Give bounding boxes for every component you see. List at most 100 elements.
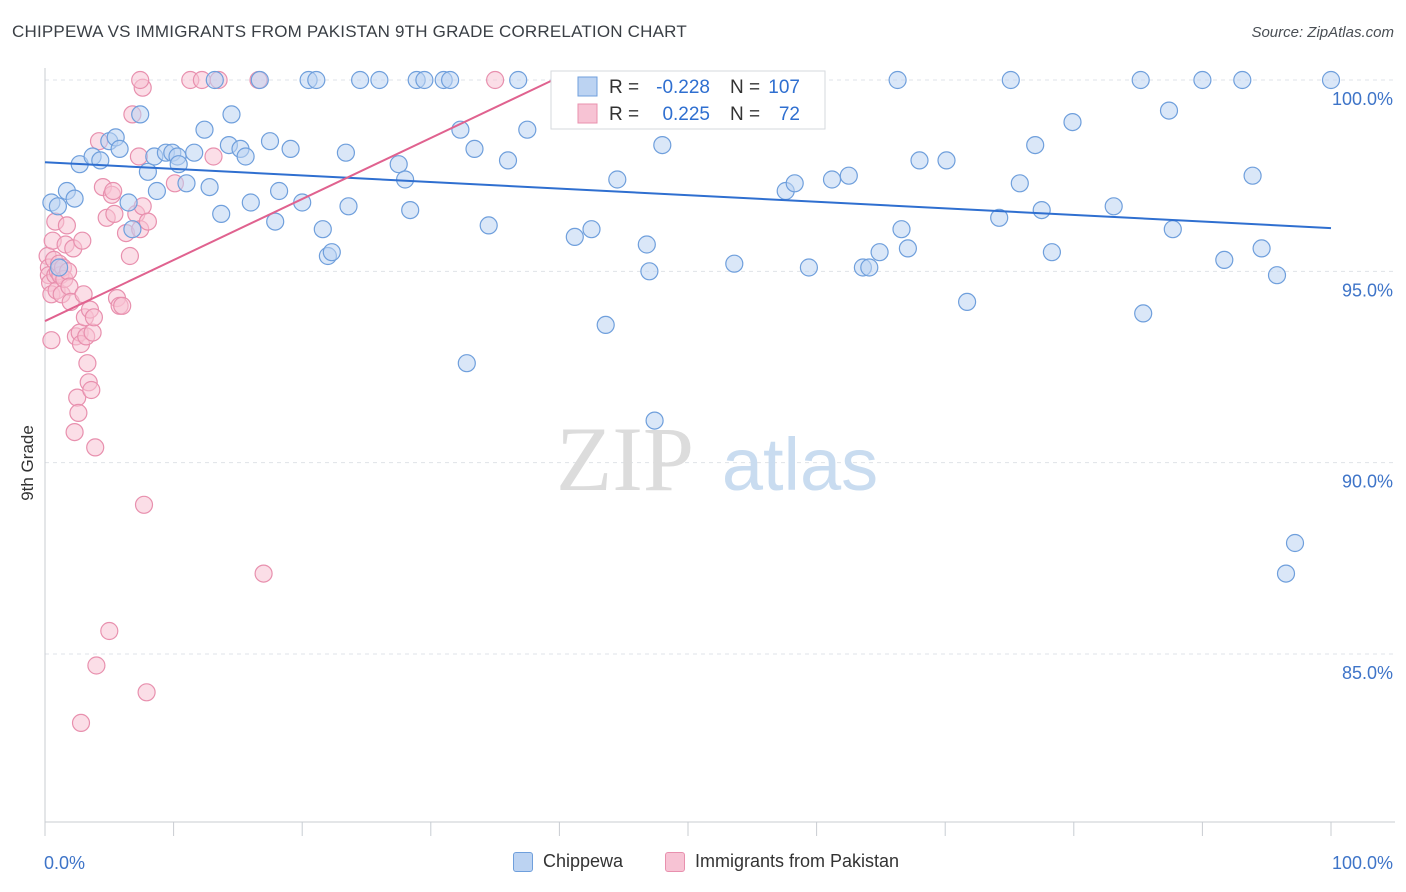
data-point [479, 216, 498, 235]
bottom-legend: Chippewa Immigrants from Pakistan [0, 851, 1406, 879]
data-point [212, 204, 231, 223]
data-point [518, 120, 537, 139]
data-point [990, 208, 1009, 227]
data-point [389, 155, 408, 174]
data-point [937, 151, 956, 170]
data-point [105, 204, 124, 223]
data-point [1010, 174, 1029, 193]
series-pakistan-points [38, 70, 505, 733]
data-point [270, 181, 289, 201]
data-point [120, 246, 139, 266]
y-tick-label: 100.0% [1332, 89, 1393, 109]
x-tick-label-min: 0.0% [44, 853, 85, 873]
data-point [725, 254, 744, 273]
data-point [138, 212, 157, 231]
data-point [86, 438, 105, 457]
data-point [822, 170, 842, 189]
legend-swatch-pakistan [665, 851, 685, 872]
data-point [57, 216, 77, 235]
data-point [370, 70, 389, 90]
data-point [582, 220, 601, 239]
series-chippewa-points [42, 70, 1341, 583]
data-point [1276, 564, 1296, 583]
data-point [1321, 70, 1341, 90]
data-point [241, 193, 260, 212]
data-point [465, 139, 484, 158]
grid-lines [45, 79, 1395, 655]
data-point [888, 70, 907, 90]
data-point [892, 220, 911, 239]
data-point [498, 151, 518, 170]
legend-label-chippewa: Chippewa [543, 851, 624, 871]
data-point [205, 70, 224, 90]
trend-line-pakistan [44, 79, 554, 322]
data-point [113, 296, 132, 315]
data-point [1032, 201, 1051, 220]
data-point [87, 656, 106, 675]
data-point [131, 70, 150, 90]
data-point [415, 70, 434, 90]
data-point [200, 178, 219, 197]
legend-r-label-1: R = [609, 77, 639, 98]
data-point [84, 308, 104, 327]
data-point [645, 411, 664, 430]
data-point [1163, 220, 1182, 239]
data-point [957, 292, 977, 311]
data-point [608, 170, 627, 189]
legend-r-label-2: R = [609, 104, 639, 125]
data-point [898, 239, 918, 258]
data-point [266, 212, 285, 231]
data-point [147, 181, 166, 201]
data-point [457, 354, 476, 373]
data-point [71, 713, 91, 733]
data-point [339, 197, 358, 216]
watermark-zip: ZIP [556, 408, 694, 510]
data-point [313, 220, 332, 239]
data-point [177, 174, 196, 193]
data-point [401, 201, 420, 220]
data-point [82, 380, 101, 400]
data-point [509, 70, 528, 90]
data-point [1243, 166, 1262, 185]
data-point [49, 258, 69, 277]
data-point [596, 315, 615, 334]
data-point [236, 147, 255, 166]
data-point [48, 197, 68, 216]
data-point [100, 621, 119, 641]
data-point [1063, 112, 1082, 132]
legend-box-swatch-pakistan [577, 103, 598, 124]
data-point [1252, 239, 1271, 258]
data-point [1026, 136, 1045, 155]
data-point [1215, 250, 1234, 269]
data-point [260, 132, 280, 151]
data-point [839, 166, 858, 185]
legend-label-pakistan: Immigrants from Pakistan [695, 851, 900, 871]
legend-swatch-chippewa [513, 851, 533, 872]
legend-n-label-1: N = [730, 77, 760, 98]
data-point [637, 235, 656, 254]
data-point [785, 174, 804, 193]
data-point [119, 193, 138, 212]
data-point [222, 105, 241, 124]
y-axis-label: 9th Grade [18, 425, 37, 501]
data-point [104, 181, 123, 201]
trend-lines [44, 79, 1332, 322]
data-point [336, 143, 355, 162]
legend-n-label-2: N = [730, 104, 760, 125]
data-point [134, 495, 154, 514]
y-tick-label: 95.0% [1342, 280, 1393, 300]
data-point [65, 423, 84, 442]
data-point [1131, 70, 1150, 90]
trend-line-chippewa [44, 161, 1332, 230]
data-point [565, 227, 584, 246]
data-point [1134, 304, 1153, 323]
data-point [195, 120, 214, 139]
legend-box-swatch-chippewa [577, 76, 598, 97]
watermark-atlas: atlas [722, 423, 878, 506]
data-point [129, 147, 148, 166]
data-point [138, 162, 157, 181]
data-point [185, 143, 204, 162]
data-point [131, 105, 150, 124]
data-point [1193, 70, 1212, 90]
source-credit: Source: ZipAtlas.com [1251, 24, 1394, 41]
